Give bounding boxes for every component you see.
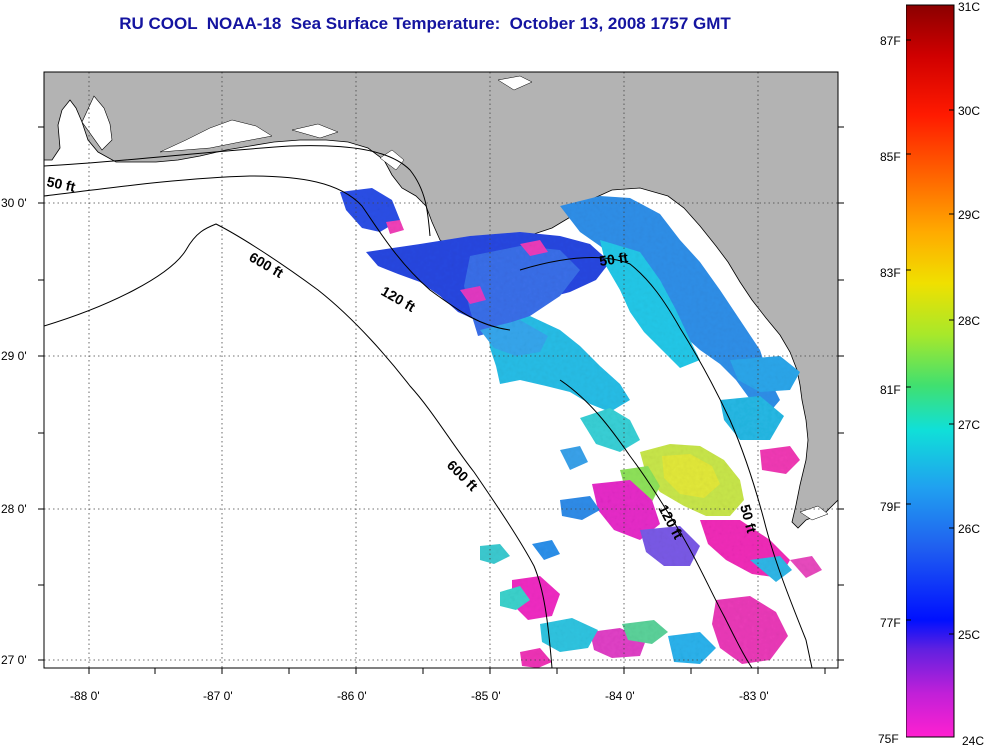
contour-120ft-east	[559, 379, 753, 668]
lon-label-84: -84 0'	[605, 689, 635, 703]
lon-label-85: -85 0'	[471, 689, 501, 703]
cb-f-77: 77F	[880, 616, 901, 630]
label-50ft-right: 50 ft	[598, 249, 629, 269]
cb-c-31: 31C	[958, 0, 981, 14]
cb-c-30: 30C	[958, 104, 981, 118]
cb-c-27: 27C	[958, 418, 981, 432]
lon-label-87: -87 0'	[203, 689, 233, 703]
map-frame	[43, 71, 839, 669]
lon-label-86: -86 0'	[337, 689, 367, 703]
cb-f-75: 75F	[878, 732, 899, 746]
lat-label-30: 30 0'	[1, 196, 27, 210]
contour-50ft-east	[519, 256, 813, 668]
lat-label-29: 29 0'	[1, 349, 27, 363]
contour-600ft	[44, 223, 553, 668]
sst-data-patches	[340, 188, 822, 668]
sst-map: 50 ft 600 ft 120 ft 50 ft 600 ft 120 ft …	[38, 71, 844, 674]
cb-c-25: 25C	[958, 628, 981, 642]
lon-label-88: -88 0'	[70, 689, 100, 703]
contour-50ft-north	[44, 145, 431, 237]
map-title: RU COOL NOAA-18 Sea Surface Temperature:…	[119, 14, 731, 33]
cb-c-29: 29C	[958, 208, 981, 222]
lat-label-27: 27 0'	[1, 653, 27, 667]
cb-f-79: 79F	[880, 500, 901, 514]
lon-label-83: -83 0'	[739, 689, 769, 703]
cb-f-85: 85F	[880, 150, 901, 164]
lat-label-28: 28 0'	[1, 502, 27, 516]
cb-c-26: 26C	[958, 522, 981, 536]
cb-f-83: 83F	[880, 266, 901, 280]
label-50ft-top: 50 ft	[45, 173, 77, 195]
graticule	[44, 72, 838, 668]
cb-c-28: 28C	[958, 314, 981, 328]
label-50ft-bottom: 50 ft	[737, 503, 760, 535]
cb-c-24: 24C	[962, 734, 985, 748]
isobaths	[44, 145, 813, 668]
cb-f-87: 87F	[880, 34, 901, 48]
colorbar	[906, 4, 955, 738]
cb-f-81: 81F	[880, 383, 901, 397]
contour-120ft	[44, 175, 511, 331]
